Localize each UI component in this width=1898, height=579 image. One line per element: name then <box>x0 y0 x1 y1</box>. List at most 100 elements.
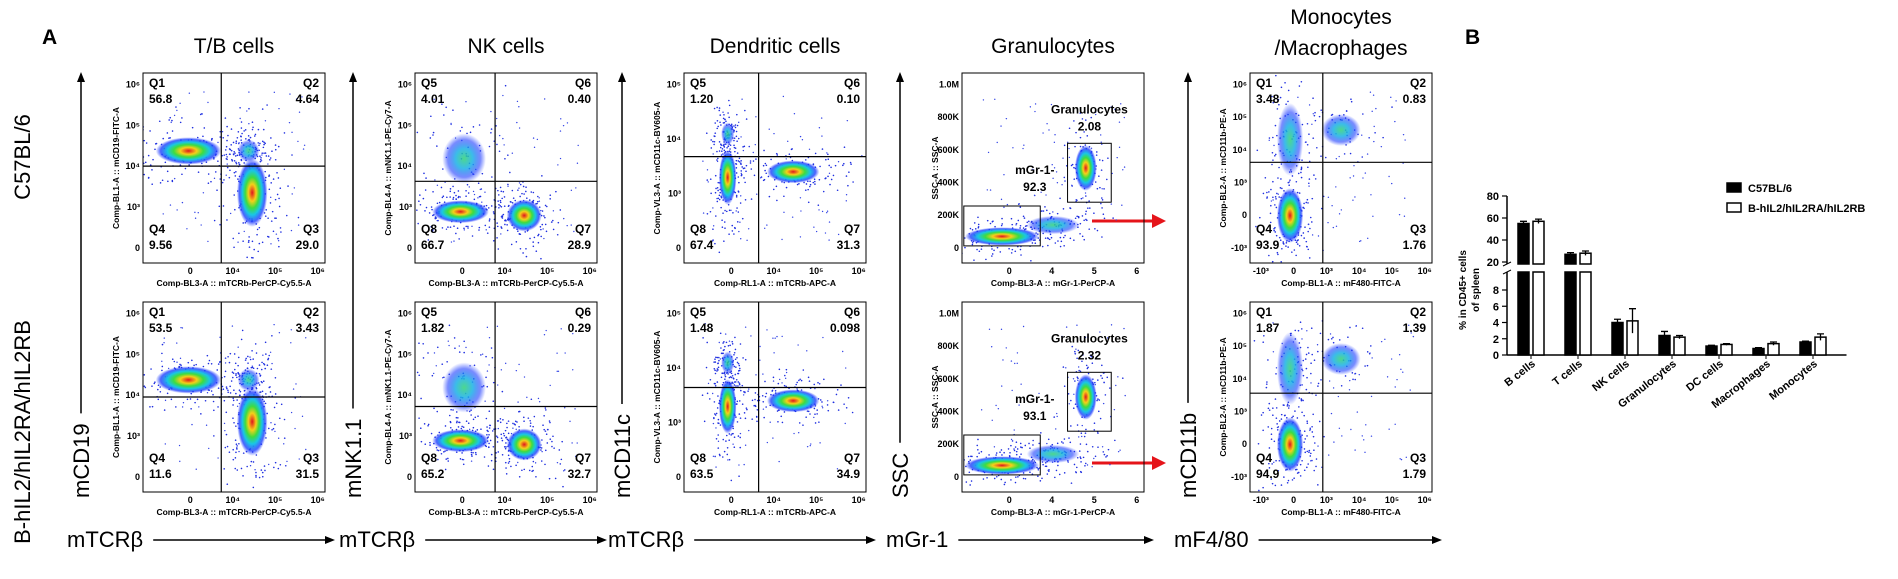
event-dot <box>152 158 154 161</box>
event-dot <box>479 195 482 198</box>
event-dot <box>1288 405 1290 407</box>
event-dot <box>1295 296 1297 298</box>
density-blob <box>506 199 542 232</box>
event-dot <box>233 160 236 162</box>
event-dot <box>785 158 787 160</box>
event-dot <box>1096 187 1099 190</box>
event-dot <box>1313 469 1315 472</box>
event-dot <box>716 197 718 200</box>
event-dot <box>973 222 976 224</box>
event-dot <box>942 244 944 246</box>
event-dot <box>515 464 517 467</box>
event-dot <box>1068 147 1070 150</box>
event-dot <box>261 108 264 110</box>
event-dot <box>1309 227 1311 230</box>
event-dot <box>208 359 211 362</box>
event-dot <box>287 185 289 187</box>
event-dot <box>837 409 840 411</box>
event-dot <box>305 448 307 451</box>
event-dot <box>729 344 731 347</box>
event-dot <box>738 382 741 385</box>
event-dot <box>536 138 539 141</box>
event-dot <box>705 366 708 369</box>
event-dot <box>274 393 277 395</box>
quadrant-name: Q1 <box>1256 76 1272 90</box>
event-dot <box>262 354 264 356</box>
density <box>701 322 854 482</box>
event-dot <box>737 385 739 387</box>
event-dot <box>1078 436 1080 438</box>
event-dot <box>459 196 461 198</box>
event-dot <box>503 434 506 437</box>
event-dot <box>819 165 821 168</box>
event-dot <box>958 232 960 234</box>
event-dot <box>1080 432 1083 435</box>
event-dot <box>244 359 247 361</box>
event-dot <box>1295 254 1297 257</box>
event-dot <box>1272 494 1274 496</box>
y-axis-title: Comp-BL2-A :: mCD11b-PE-A <box>1218 108 1228 227</box>
event-dot <box>954 228 956 230</box>
event-dot <box>278 205 281 208</box>
event-dot <box>715 466 717 468</box>
event-dot <box>171 179 174 182</box>
event-dot <box>765 406 767 408</box>
legend-label: C57BL/6 <box>1748 183 1792 195</box>
event-dot <box>225 153 228 156</box>
event-dot <box>1306 376 1308 379</box>
event-dot <box>1350 100 1353 103</box>
event-dot <box>1332 226 1335 229</box>
event-dot <box>291 131 293 134</box>
x-axis-title: Comp-BL1-A :: mF480-FITC-A <box>1281 278 1401 288</box>
event-dot <box>541 175 543 177</box>
event-dot <box>470 453 473 456</box>
density-blob <box>155 137 222 165</box>
event-dot <box>755 374 757 376</box>
event-dot <box>1074 350 1076 353</box>
event-dot <box>1013 429 1015 431</box>
event-dot <box>1077 377 1079 380</box>
event-dot <box>1024 444 1027 447</box>
event-dot <box>240 135 242 137</box>
event-dot <box>1072 407 1075 410</box>
event-dot <box>1370 395 1373 398</box>
event-dot <box>298 111 301 113</box>
event-dot <box>462 463 465 466</box>
event-dot <box>512 427 514 429</box>
event-dot <box>733 139 735 142</box>
event-dot <box>490 131 492 134</box>
event-dot <box>739 436 742 439</box>
event-dot <box>740 238 742 240</box>
event-dot <box>162 213 164 215</box>
event-dot <box>302 148 305 150</box>
event-dot <box>455 411 458 413</box>
event-dot <box>1039 480 1042 482</box>
event-dot <box>274 144 277 146</box>
event-dot <box>1063 144 1066 147</box>
event-dot <box>1077 349 1080 352</box>
event-dot <box>738 383 741 386</box>
event-dot <box>272 230 275 233</box>
x-tick-label: 0 <box>460 266 465 276</box>
event-dot <box>1354 449 1356 451</box>
event-dot <box>717 125 719 128</box>
event-dot <box>717 440 720 443</box>
y-axis-label: of spleen <box>1471 268 1482 312</box>
event-dot <box>1340 209 1343 211</box>
x-tick-label: Monocytes <box>1767 358 1820 403</box>
y-axis-title: Comp-BL4-A :: mNK1.1-PE-Cy7-A <box>383 100 393 235</box>
density-blob <box>1276 332 1304 405</box>
event-dot <box>1301 411 1303 414</box>
y-tick-label: 10⁵ <box>1233 112 1247 122</box>
event-dot <box>970 480 973 482</box>
event-dot <box>458 421 460 424</box>
event-dot <box>1079 136 1082 139</box>
event-dot <box>988 454 990 456</box>
event-dot <box>1361 327 1364 330</box>
event-dot <box>781 335 783 338</box>
event-dot <box>934 476 936 478</box>
event-dot <box>1358 373 1360 376</box>
event-dot <box>1094 111 1097 113</box>
event-dot <box>1272 351 1275 353</box>
event-dot <box>733 125 735 127</box>
